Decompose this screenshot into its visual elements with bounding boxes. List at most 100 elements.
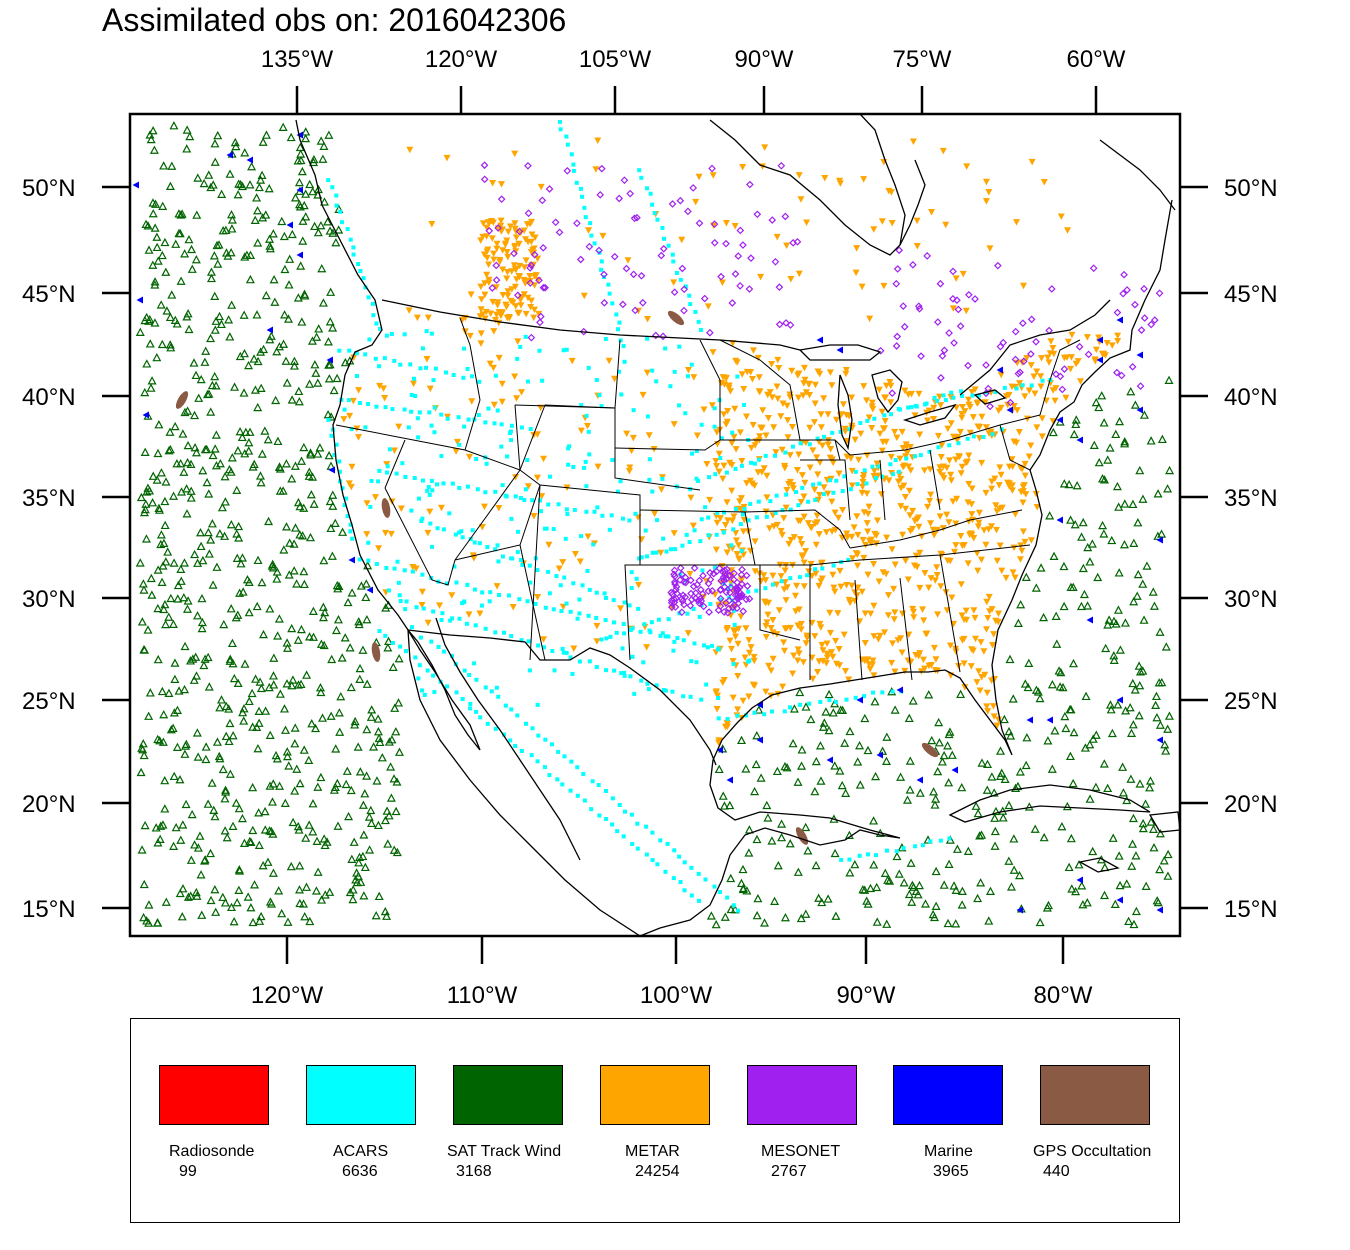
acars-marker [560,646,565,651]
metar-marker [779,683,787,691]
metar-marker [989,641,997,649]
sat-wind-marker [172,459,182,468]
metar-marker [770,424,778,431]
sat-wind-marker [325,496,335,506]
metar-marker [890,585,898,593]
sat-wind-marker [255,471,265,480]
sat-wind-marker [1047,764,1057,773]
metar-marker [880,282,888,290]
metar-marker [854,562,862,570]
acars-marker [663,688,668,693]
mesonet-marker [737,570,746,579]
acars-marker [747,658,752,663]
sat-wind-marker [169,841,179,850]
metar-marker [870,602,878,610]
metar-marker [868,399,876,407]
sat-wind-marker [1159,856,1169,865]
marine-marker [1136,406,1143,414]
metar-marker [757,577,765,585]
sat-wind-marker [754,705,764,714]
mesonet-marker [734,252,743,260]
mesonet-marker [678,597,687,605]
sat-wind-marker [1076,601,1086,611]
metar-marker [828,649,836,656]
acars-marker [592,241,597,246]
sat-wind-marker [342,766,352,775]
sat-wind-marker [318,154,328,163]
metar-marker [496,256,504,264]
metar-marker [718,279,726,287]
acars-marker [990,432,995,437]
metar-marker [879,438,887,446]
metar-marker [870,226,878,233]
sat-wind-marker [819,718,829,727]
metar-marker [816,459,824,466]
mesonet-marker [708,164,716,173]
mesonet-marker [1047,285,1056,293]
sat-wind-marker [1130,400,1140,409]
sat-wind-marker [161,267,171,276]
metar-marker [788,423,796,431]
sat-wind-marker [1152,712,1162,722]
metar-marker [798,540,806,548]
sat-wind-marker [208,580,218,589]
sat-wind-marker [362,724,372,734]
sat-wind-marker [252,310,262,319]
mesonet-marker [1128,362,1137,371]
acars-marker [416,435,421,440]
metar-marker [926,466,934,473]
acars-marker [453,532,458,537]
metar-marker [992,502,1000,509]
acars-marker [666,243,671,248]
acars-marker [665,841,670,846]
acars-marker [572,507,577,512]
acars-marker [577,659,582,664]
sat-wind-marker [265,604,275,613]
metar-marker [978,673,986,681]
sat-wind-marker [256,383,266,392]
metar-marker [1092,346,1100,354]
sat-wind-marker [1157,434,1167,444]
marine-marker [1116,316,1123,324]
sat-wind-marker [374,733,384,743]
metar-marker [418,601,426,609]
metar-marker [946,642,954,650]
sat-wind-marker [233,446,243,455]
metar-marker [1019,488,1027,495]
metar-marker [813,454,821,461]
sat-wind-marker [1112,481,1122,491]
sat-wind-marker [347,588,357,597]
metar-marker [966,429,974,437]
acars-marker [565,142,570,147]
sat-wind-marker [354,858,364,867]
sat-wind-marker [390,703,400,712]
mesonet-marker [691,594,700,603]
acars-marker [416,676,421,681]
mesonet-marker [696,585,705,594]
acars-marker [425,488,430,493]
sat-wind-marker [248,917,258,927]
sat-wind-marker [943,918,953,928]
metar-marker [1037,373,1045,380]
metar-marker [723,549,731,556]
acars-marker [951,395,956,400]
sat-wind-marker [174,686,184,695]
metar-marker [903,449,911,457]
acars-marker [404,599,409,604]
acars-marker [692,528,697,533]
metar-marker [819,647,827,654]
sat-wind-marker [319,834,329,843]
metar-marker [870,560,878,568]
sat-wind-marker [275,781,285,790]
sat-wind-marker [1045,511,1055,520]
metar-marker [520,291,528,298]
mesonet-marker [716,594,725,603]
metar-marker [859,536,867,544]
sat-wind-marker [934,738,944,747]
sat-wind-marker [283,917,293,926]
sat-wind-marker [279,231,289,241]
mesonet-marker [729,603,737,612]
sat-wind-marker [228,730,238,740]
sat-wind-marker [202,477,212,487]
sat-wind-marker [164,612,174,621]
